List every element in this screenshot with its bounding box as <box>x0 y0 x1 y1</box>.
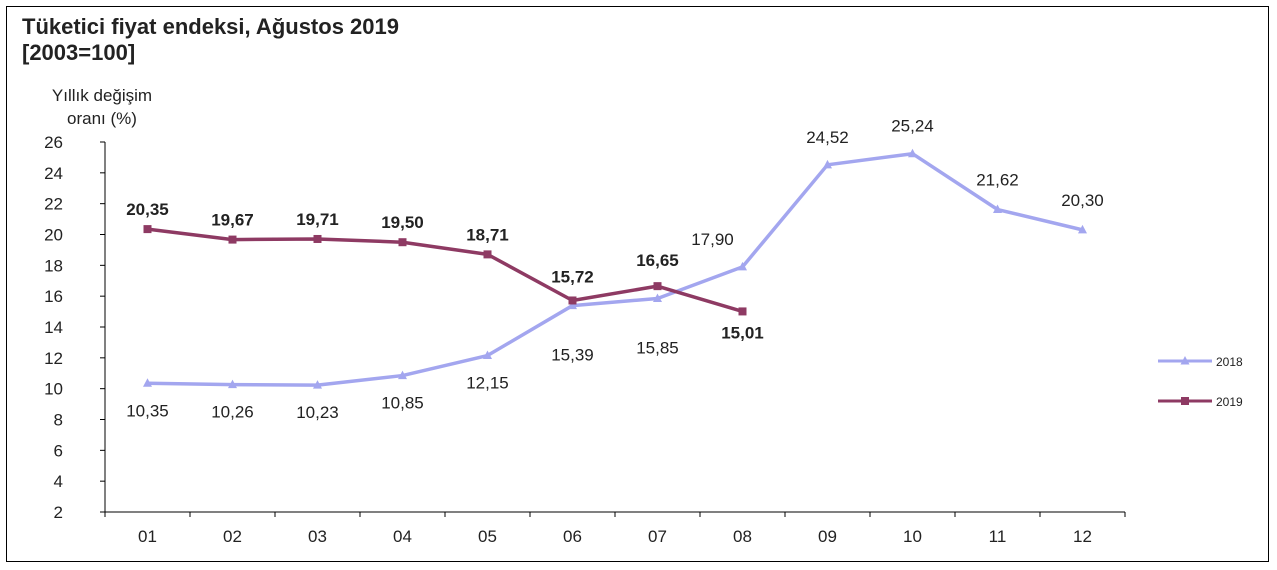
legend-2018-label: 2018 <box>1216 355 1243 369</box>
data-label-2018: 20,30 <box>1061 191 1104 210</box>
x-tick-label: 08 <box>733 527 752 546</box>
series-2018-marker <box>313 380 322 389</box>
legend-2019-marker <box>1181 397 1189 405</box>
legend-2019-label: 2019 <box>1216 395 1243 409</box>
series-2018-marker <box>738 261 747 271</box>
x-tick-label: 04 <box>393 527 412 546</box>
chart-frame <box>6 6 1269 562</box>
series-2019-marker <box>653 282 662 291</box>
data-label-2018: 10,26 <box>211 403 254 422</box>
series-2019-marker <box>483 250 492 259</box>
y-tick-label: 24 <box>44 164 63 183</box>
x-tick-label: 05 <box>478 527 497 546</box>
series-2018-marker <box>653 293 662 302</box>
series-2018-marker <box>483 350 492 360</box>
data-label-2018: 17,90 <box>691 230 734 249</box>
data-label-2018: 21,62 <box>976 171 1019 190</box>
x-tick-label: 12 <box>1073 527 1092 546</box>
series-2019-marker <box>738 307 747 316</box>
data-label-2019: 19,50 <box>381 213 424 232</box>
y-tick-label: 18 <box>44 256 63 275</box>
legend-2018-marker <box>1180 356 1190 365</box>
y-tick-label: 26 <box>44 133 63 152</box>
data-label-2018: 15,39 <box>551 346 594 365</box>
data-label-2018: 15,85 <box>636 338 679 357</box>
series-2019-marker <box>143 225 152 234</box>
y-axis-label-line2: oranı (%) <box>67 109 137 128</box>
series-2018-marker <box>993 204 1002 214</box>
data-label-2018: 12,15 <box>466 374 509 393</box>
data-label-2019: 19,71 <box>296 210 339 229</box>
y-tick-label: 16 <box>44 287 63 306</box>
y-tick-label: 14 <box>44 318 63 337</box>
x-tick-label: 09 <box>818 527 837 546</box>
data-label-2019: 16,65 <box>636 251 679 270</box>
data-label-2019: 15,01 <box>721 323 764 342</box>
data-label-2018: 25,24 <box>891 117 934 136</box>
y-tick-label: 8 <box>54 411 63 430</box>
y-axis-label-line1: Yıllık değişim <box>51 86 153 105</box>
series-2018-marker <box>568 300 577 310</box>
x-tick-label: 11 <box>989 527 1007 546</box>
x-tick-label: 02 <box>223 527 242 546</box>
y-tick-label: 10 <box>44 380 63 399</box>
x-tick-label: 06 <box>563 527 582 546</box>
x-tick-label: 03 <box>308 527 327 546</box>
series-2018-marker <box>908 148 917 158</box>
series-2018-marker <box>143 378 152 387</box>
y-axis-label: Yıllık değişim oranı (%) <box>24 84 180 130</box>
y-tick-label: 4 <box>54 472 63 491</box>
x-tick-label: 10 <box>903 527 922 546</box>
series-2019-marker <box>398 238 407 247</box>
series-2019-marker <box>313 234 322 243</box>
series-2018-marker <box>1078 224 1087 234</box>
chart-subtitle: [2003=100] <box>22 40 136 65</box>
y-tick-label: 12 <box>44 349 63 368</box>
data-label-2018: 10,85 <box>381 394 424 413</box>
data-label-2019: 20,35 <box>126 200 169 219</box>
x-tick-label: 07 <box>648 527 667 546</box>
y-tick-label: 2 <box>54 503 63 522</box>
x-tick-label: 01 <box>138 527 157 546</box>
series-2018-marker <box>823 159 832 169</box>
series-2018-line <box>147 151 1083 387</box>
data-label-2018: 10,23 <box>296 403 339 422</box>
series-2018-marker <box>398 370 407 380</box>
data-label-2019: 18,71 <box>466 225 509 244</box>
series-2018-marker <box>228 379 237 389</box>
data-label-2019: 15,72 <box>551 267 594 286</box>
series-2019-marker <box>568 296 577 305</box>
chart-title: Tüketici fiyat endeksi, Ağustos 2019 <box>22 14 399 39</box>
data-label-2018: 24,52 <box>806 128 849 147</box>
data-label-2018: 10,35 <box>126 401 169 420</box>
y-tick-label: 6 <box>54 441 63 460</box>
series-2019-line <box>147 227 743 314</box>
y-tick-label: 20 <box>44 226 63 245</box>
series-2019-marker <box>228 235 237 244</box>
y-tick-label: 22 <box>44 195 63 214</box>
data-label-2019: 19,67 <box>211 211 254 230</box>
